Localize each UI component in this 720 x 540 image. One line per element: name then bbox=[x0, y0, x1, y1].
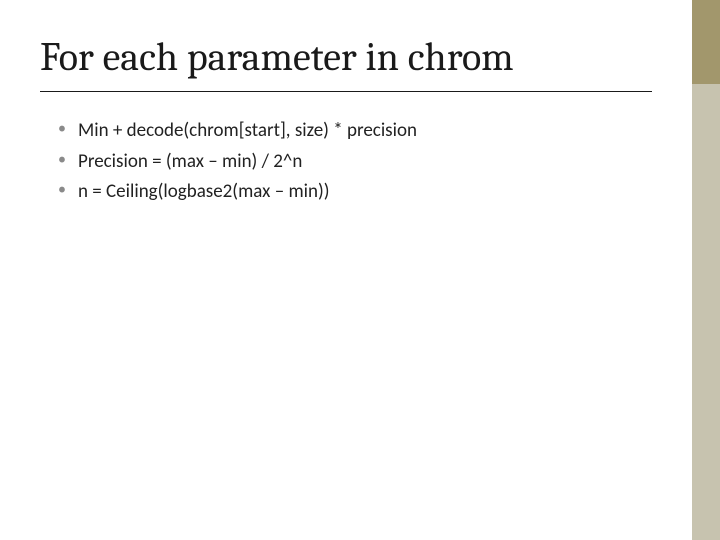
bullet-list: Min + decode(chrom[start], size) * preci… bbox=[40, 118, 652, 206]
title-block: For each parameter in chrom bbox=[40, 36, 652, 92]
slide-title: For each parameter in chrom bbox=[40, 36, 652, 79]
list-item: Min + decode(chrom[start], size) * preci… bbox=[58, 118, 652, 145]
side-accent bbox=[692, 0, 720, 540]
list-item: n = Ceiling(logbase2(max – min)) bbox=[58, 179, 652, 206]
accent-bottom-block bbox=[692, 84, 720, 540]
accent-top-block bbox=[692, 0, 720, 84]
slide-content: For each parameter in chrom Min + decode… bbox=[0, 0, 692, 540]
list-item: Precision = (max – min) / 2^n bbox=[58, 149, 652, 176]
